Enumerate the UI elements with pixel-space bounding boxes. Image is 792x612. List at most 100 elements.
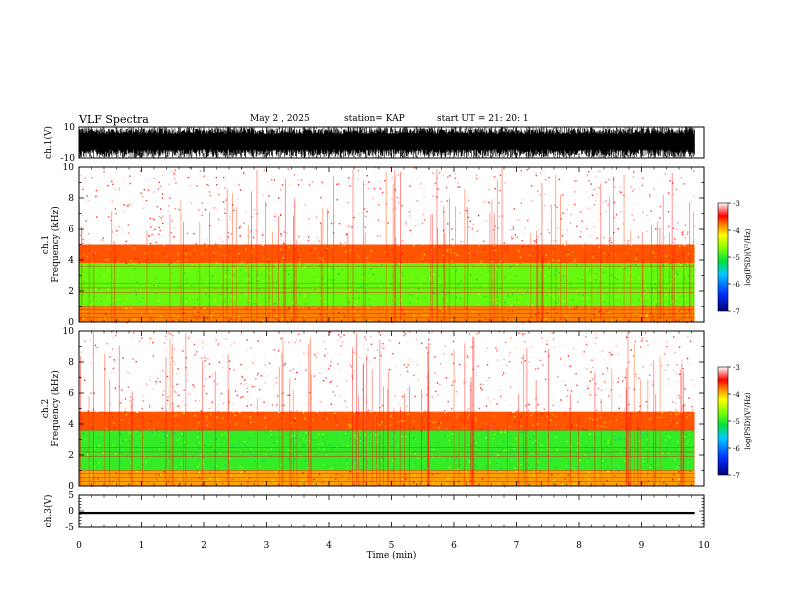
ch1-spectrogram-psd-speck [291, 268, 293, 271]
ch1-spectrogram-psd-speck [321, 181, 324, 184]
ch1-spectrogram-psd-speck [468, 239, 470, 242]
ch1-spectrogram-psd-speck [593, 204, 596, 206]
ch2-spectrogram-psd-speck [556, 441, 559, 444]
ch2-spectrogram-psd-speck [208, 363, 211, 365]
ch2-spectrogram-psd-speck [365, 337, 368, 339]
ch1-spectrogram-psd-speck [576, 296, 579, 298]
ch2-spectrogram-psd-speck [206, 451, 209, 453]
ch1-spectrogram-psd-speck [651, 195, 653, 198]
ch1-spectrogram-psd-speck [254, 320, 256, 322]
ch1-spectrogram-psd-speck [101, 205, 103, 207]
ch2-spectrogram-psd-speck [654, 375, 656, 377]
ch1-spectrogram-psd-speck [440, 282, 442, 284]
ch1-spectrogram-psd-speck [298, 310, 300, 312]
ch1-spectrogram-psd-speck [318, 313, 321, 315]
ch1-spectrogram-psd-speck [153, 177, 155, 180]
ch2-spectrogram-psd-speck [207, 409, 209, 411]
ch2-spectrogram-psd-speck [356, 433, 359, 436]
ch1-spectrogram-psd-speck [450, 229, 453, 231]
ch2-spectrogram-psd-speck [128, 433, 130, 435]
ch2-spectrogram-psd-speck [126, 456, 128, 459]
ch1-spectrogram-psd-speck [656, 261, 658, 263]
ch2-spectrogram-psd-speck [511, 341, 513, 343]
ch2-spectrogram-psd-speck [393, 335, 395, 338]
ch1-spectrogram-psd-speck [117, 263, 119, 265]
ch1-spectrogram-psd-speck [654, 211, 656, 213]
ch1-spectrogram-psd-speck [392, 290, 394, 293]
ch2-spectrogram-psd-speck [187, 460, 190, 463]
ch1-spectrogram-psd-speck [134, 257, 137, 259]
ch1-spectrogram-psd-speck [218, 246, 220, 248]
ch1-spectrogram-psd-speck [173, 173, 175, 175]
ch1-spectrogram-psd-speck [387, 216, 389, 218]
ch2-spectrogram-psd-speck [177, 395, 179, 397]
ch1-spectrogram-psd-speck [230, 318, 232, 320]
ch2-spectrogram-psd-speck [665, 457, 667, 459]
ch2-spectrogram-psd-speck [327, 367, 330, 370]
ch2-spectrogram-psd-speck [147, 460, 150, 462]
ch2-spectrogram-psd-speck [127, 380, 129, 383]
ch1-spectrogram-psd-speck [430, 301, 433, 303]
ch1-spectrogram-psd-speck [677, 198, 679, 201]
ch2-spectrogram-psd-speck [221, 408, 223, 411]
ch1-spectrogram-psd-speck [219, 237, 222, 240]
ch2-spectrogram-psd-speck [192, 356, 194, 359]
ch2-spectrogram-psd-speck [443, 357, 446, 359]
ch1-spectrogram-psd-speck [109, 250, 111, 252]
ch2-spectrogram-psd-speck [173, 470, 175, 472]
ch1-spectrogram-psd-speck [191, 234, 194, 236]
ch2-spectrogram-psd-speck [595, 454, 598, 457]
ch2-spectrogram-psd-speck [388, 368, 391, 371]
ch2-spectrogram-psd-speck [528, 385, 530, 388]
ch1-spectrogram-psd-speck [457, 186, 459, 188]
ch1-spectrogram-psd-speck [353, 305, 355, 307]
ch1-spectrogram-psd-speck [181, 171, 183, 174]
ch2-spectrogram-psd-speck [222, 482, 224, 484]
ch1-spectrogram-psd-speck [126, 308, 128, 310]
ch1-spectrogram-psd-speck [674, 238, 676, 240]
ch1-spectrogram-psd-speck [224, 212, 226, 214]
ch2-spectrogram-psd-speck [566, 354, 568, 356]
ch1-spectrogram-psd-speck [382, 272, 385, 274]
ch1-spectrogram-psd-speck [521, 171, 523, 173]
ch1-spectrogram-psd-speck [555, 269, 558, 272]
ch2-spectrogram-psd-speck [94, 447, 96, 449]
ch1-spectrogram-psd-speck [369, 275, 372, 278]
ch2-spectrogram-psd-speck [143, 416, 146, 418]
ch2-spectrogram-psd-speck [141, 337, 143, 339]
ch1-spectrogram-psd-speck [267, 215, 269, 217]
ch1-spectrogram-psd-speck [640, 315, 642, 317]
ch1-spectrogram-psd-speck [448, 213, 450, 215]
ch1-spectrogram-psd-speck [196, 262, 198, 264]
ch2-spectrogram-psd-speck [539, 409, 541, 412]
ch1-spectrogram-psd-speck [397, 258, 399, 260]
ch2-spectrogram-psd-speck [145, 461, 147, 463]
ch1-spectrogram-psd-speck [123, 302, 126, 305]
ch1-spectrogram-psd-speck [119, 253, 121, 256]
ch1-spectrogram-psd-speck [156, 252, 159, 254]
ch1-spectrogram-psd-speck [204, 208, 207, 211]
ch2-spectrogram-psd-speck [122, 449, 124, 451]
ch2-spectrogram-psd-speck [247, 421, 250, 423]
ch2-spectrogram-psd-speck [192, 455, 194, 457]
ch1-spectrogram-psd-speck [652, 281, 654, 283]
ch2-spectrogram-psd-speck [323, 476, 325, 478]
ch2-spectrogram-psd-speck [595, 337, 598, 339]
ch2-spectrogram-psd-speck [420, 388, 422, 390]
ch2-spectrogram-psd-speck [232, 331, 235, 333]
ch1-spectrogram-psd-speck [291, 206, 293, 208]
ch1-spectrogram-psd-speck [619, 231, 621, 233]
ch1-spectrogram-psd-speck [576, 306, 578, 309]
ch1-spectrogram-psd-speck [252, 288, 254, 290]
ch1-spectrogram-psd-speck [510, 304, 512, 307]
ch1-spectrogram-psd-speck [572, 311, 575, 313]
ch1-spectrogram-psd-speck [530, 255, 533, 257]
ch2-spectrogram-psd-speck [133, 411, 135, 413]
ch2-spectrogram-psd-speck [524, 341, 526, 343]
ch1-spectrogram-psd-speck [409, 215, 411, 217]
ch1-spectrogram-psd-speck [420, 283, 422, 286]
ch1-spectrogram-psd-speck [275, 213, 277, 216]
ch1-spectrogram-psd-speck [314, 289, 316, 291]
ch1-spectrogram-psd-speck [488, 201, 490, 204]
ch2-spectrogram-psd-speck [642, 373, 644, 376]
